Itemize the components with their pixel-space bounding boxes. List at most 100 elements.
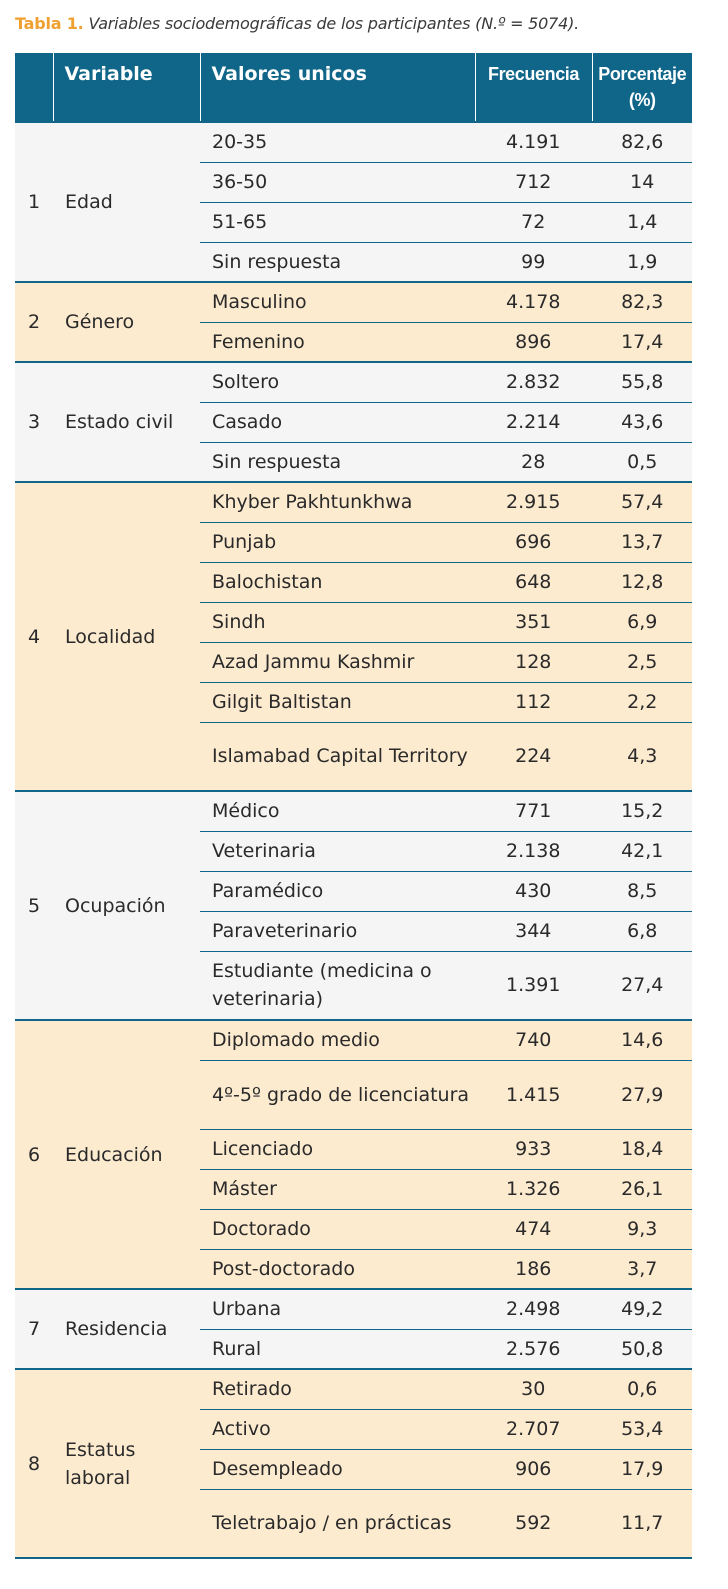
table-row: Post-doctorado 186 3,7 [15, 1249, 692, 1290]
header-values: Valores unicos [199, 53, 475, 122]
row-frequency: 430 [475, 871, 592, 912]
row-value: Paramédico [200, 871, 475, 912]
row-percentage: 2,2 [592, 682, 692, 723]
caption-text: Variables sociodemográficas de los parti… [88, 14, 580, 33]
header-percentage: Porcentaje (%) [591, 53, 692, 122]
row-frequency: 72 [475, 202, 592, 243]
sociodemographic-table: Variable Valores unicos Frecuencia Porce… [15, 53, 692, 1559]
group-index: 1 [15, 122, 53, 283]
row-frequency: 933 [475, 1129, 592, 1170]
row-frequency: 2.832 [475, 362, 592, 403]
group-variable: Estado civil [53, 362, 200, 483]
row-frequency: 112 [475, 682, 592, 723]
row-value: Sin respuesta [200, 242, 475, 283]
header-frequency: Frecuencia [474, 53, 592, 122]
row-percentage: 53,4 [592, 1409, 692, 1450]
table-row: 51-65 72 1,4 [15, 202, 692, 243]
row-frequency: 896 [475, 322, 592, 363]
row-percentage: 4,3 [592, 722, 692, 792]
table-row: Paramédico 430 8,5 [15, 871, 692, 912]
group-variable: Residencia [53, 1289, 200, 1370]
row-frequency: 474 [475, 1209, 592, 1250]
group-variable: Localidad [53, 482, 200, 792]
row-percentage: 27,9 [592, 1060, 692, 1130]
row-value: Femenino [200, 322, 475, 363]
row-percentage: 57,4 [592, 482, 692, 523]
row-percentage: 55,8 [592, 362, 692, 403]
row-percentage: 42,1 [592, 831, 692, 872]
table-row: Desempleado 906 17,9 [15, 1449, 692, 1490]
table-row: 4 Localidad Khyber Pakhtunkhwa 2.915 57,4 [15, 482, 692, 792]
row-frequency: 2.576 [475, 1329, 592, 1370]
table-row: Islamabad Capital Territory 224 4,3 [15, 722, 692, 792]
row-percentage: 8,5 [592, 871, 692, 912]
row-percentage: 6,9 [592, 602, 692, 643]
row-frequency: 712 [475, 162, 592, 203]
table-row: Rural 2.576 50,8 [15, 1329, 692, 1370]
row-value: Médico [200, 791, 475, 832]
row-value: Licenciado [200, 1129, 475, 1170]
row-value: Balochistan [200, 562, 475, 603]
caption-label: Tabla 1. [15, 14, 84, 33]
row-frequency: 1.326 [475, 1169, 592, 1210]
row-percentage: 2,5 [592, 642, 692, 683]
row-percentage: 9,3 [592, 1209, 692, 1250]
row-percentage: 82,3 [592, 282, 692, 323]
row-value: 36-50 [200, 162, 475, 203]
group-variable: Edad [53, 122, 200, 283]
table-row: Estudiante (medicina o veterinaria) 1.391… [15, 951, 692, 1021]
row-frequency: 28 [475, 442, 592, 483]
row-frequency: 128 [475, 642, 592, 683]
row-value: 51-65 [200, 202, 475, 243]
row-percentage: 13,7 [592, 522, 692, 563]
table-row: Veterinaria 2.138 42,1 [15, 831, 692, 872]
header-percentage-line1: Porcentaje [598, 64, 687, 84]
row-value: Sin respuesta [200, 442, 475, 483]
row-frequency: 2.214 [475, 402, 592, 443]
table-row: 5 Ocupación Médico 771 15,2 [15, 791, 692, 1021]
row-value: Urbana [200, 1289, 475, 1330]
group-variable: Género [53, 282, 200, 363]
row-frequency: 224 [475, 722, 592, 792]
row-percentage: 50,8 [592, 1329, 692, 1370]
row-value: Retirado [200, 1369, 475, 1410]
row-value: Gilgit Baltistan [200, 682, 475, 723]
row-value: Diplomado medio [200, 1020, 475, 1061]
table-row: 6 Educación Diplomado medio 740 14,6 [15, 1020, 692, 1290]
row-percentage: 14 [592, 162, 692, 203]
row-percentage: 3,7 [592, 1249, 692, 1290]
table-row: Gilgit Baltistan 112 2,2 [15, 682, 692, 723]
group-index: 4 [15, 482, 53, 792]
table-body: 1 Edad 20-35 4.191 82,6 36-50 712 14 51-65 72 1,4 S… [15, 122, 692, 1559]
table-row: Sindh 351 6,9 [15, 602, 692, 643]
row-value: Veterinaria [200, 831, 475, 872]
row-frequency: 740 [475, 1020, 592, 1061]
row-value: Paraveterinario [200, 911, 475, 952]
row-value: Soltero [200, 362, 475, 403]
row-percentage: 0,6 [592, 1369, 692, 1410]
header-variable: Variable [52, 53, 200, 122]
row-frequency: 592 [475, 1489, 592, 1559]
row-frequency: 648 [475, 562, 592, 603]
table-row: Paraveterinario 344 6,8 [15, 911, 692, 952]
group-index: 8 [15, 1369, 53, 1559]
row-frequency: 771 [475, 791, 592, 832]
group-index: 7 [15, 1289, 53, 1370]
row-value: Post-doctorado [200, 1249, 475, 1290]
row-value: Desempleado [200, 1449, 475, 1490]
row-value: Activo [200, 1409, 475, 1450]
row-percentage: 82,6 [592, 122, 692, 163]
group-variable: Estatus laboral [53, 1369, 200, 1559]
row-value: Islamabad Capital Territory [200, 722, 475, 792]
table-row: Casado 2.214 43,6 [15, 402, 692, 443]
row-frequency: 1.415 [475, 1060, 592, 1130]
row-frequency: 1.391 [475, 951, 592, 1021]
row-percentage: 18,4 [592, 1129, 692, 1170]
row-frequency: 344 [475, 911, 592, 952]
header-row: Variable Valores unicos Frecuencia Porce… [15, 53, 692, 122]
table-row: Doctorado 474 9,3 [15, 1209, 692, 1250]
row-percentage: 0,5 [592, 442, 692, 483]
group-variable: Educación [53, 1020, 200, 1290]
row-frequency: 2.138 [475, 831, 592, 872]
group-index: 3 [15, 362, 53, 483]
